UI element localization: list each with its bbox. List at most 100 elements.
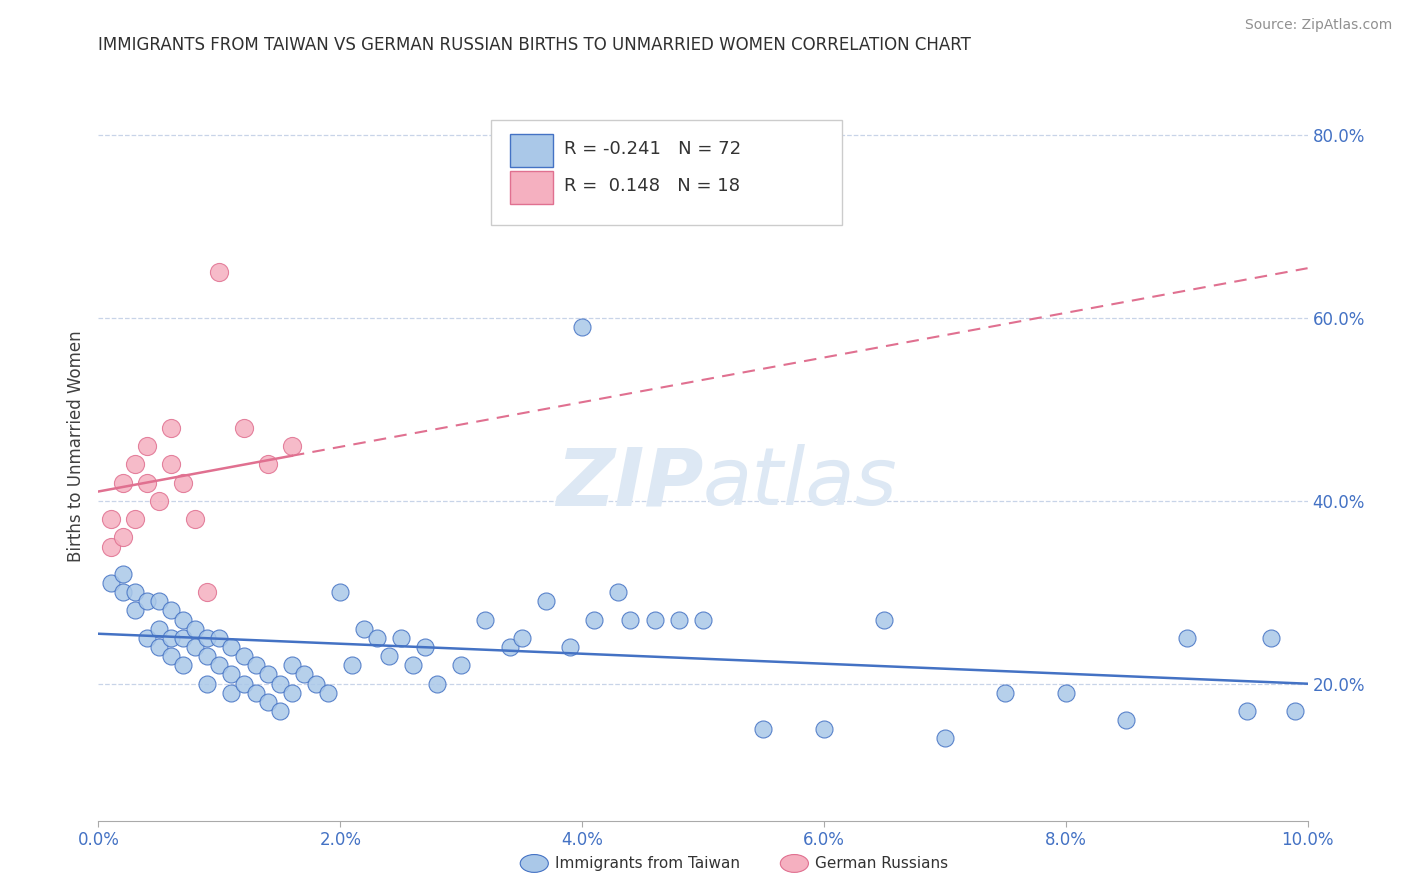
Point [172, 613, 194, 627]
Point [813, 723, 835, 737]
Point [607, 585, 630, 599]
Text: Source: ZipAtlas.com: Source: ZipAtlas.com [1244, 18, 1392, 32]
Point [245, 658, 267, 673]
Point [558, 640, 581, 654]
Point [281, 439, 304, 453]
Point [873, 613, 896, 627]
Point [752, 723, 775, 737]
Point [377, 649, 399, 664]
Point [353, 622, 375, 636]
Point [172, 658, 194, 673]
Point [100, 540, 122, 554]
Point [474, 613, 496, 627]
Point [692, 613, 714, 627]
Point [124, 457, 146, 471]
Point [1260, 631, 1282, 645]
Point [160, 649, 183, 664]
Point [160, 421, 183, 435]
Point [124, 603, 146, 617]
Point [124, 512, 146, 526]
Point [305, 676, 328, 690]
Point [1284, 704, 1306, 718]
Point [160, 603, 183, 617]
FancyBboxPatch shape [492, 120, 842, 225]
Point [148, 493, 170, 508]
Point [402, 658, 425, 673]
Point [195, 631, 218, 645]
Point [232, 676, 254, 690]
Point [571, 320, 593, 334]
Text: Immigrants from Taiwan: Immigrants from Taiwan [555, 856, 741, 871]
Point [413, 640, 436, 654]
Point [135, 631, 157, 645]
Point [160, 631, 183, 645]
Point [256, 695, 278, 709]
Point [256, 667, 278, 681]
Point [583, 613, 606, 627]
Text: R = -0.241   N = 72: R = -0.241 N = 72 [564, 139, 741, 158]
Point [366, 631, 388, 645]
Point [329, 585, 352, 599]
Point [184, 622, 207, 636]
Point [994, 686, 1017, 700]
Y-axis label: Births to Unmarried Women: Births to Unmarried Women [66, 330, 84, 562]
Point [426, 676, 449, 690]
Point [232, 649, 254, 664]
Point [619, 613, 641, 627]
Point [148, 640, 170, 654]
Point [281, 658, 304, 673]
Point [172, 631, 194, 645]
Point [135, 475, 157, 490]
Point [510, 631, 533, 645]
Point [450, 658, 472, 673]
Point [292, 667, 315, 681]
Point [232, 421, 254, 435]
Point [184, 640, 207, 654]
Point [111, 566, 134, 581]
Text: IMMIGRANTS FROM TAIWAN VS GERMAN RUSSIAN BIRTHS TO UNMARRIED WOMEN CORRELATION C: IMMIGRANTS FROM TAIWAN VS GERMAN RUSSIAN… [98, 36, 972, 54]
Point [342, 658, 364, 673]
Point [934, 731, 956, 746]
Point [111, 585, 134, 599]
FancyBboxPatch shape [509, 171, 553, 204]
Point [389, 631, 412, 645]
Point [208, 631, 231, 645]
Point [644, 613, 666, 627]
Point [172, 475, 194, 490]
Point [160, 457, 183, 471]
Point [1236, 704, 1258, 718]
Point [148, 622, 170, 636]
Point [100, 512, 122, 526]
Point [498, 640, 520, 654]
Point [269, 704, 291, 718]
Point [534, 594, 557, 608]
Point [1175, 631, 1198, 645]
Point [195, 676, 218, 690]
Point [256, 457, 278, 471]
Point [269, 676, 291, 690]
Point [1115, 713, 1137, 727]
Text: ZIP: ZIP [555, 444, 703, 523]
Point [1054, 686, 1077, 700]
Point [221, 640, 243, 654]
Point [668, 613, 690, 627]
Point [184, 512, 207, 526]
Point [135, 594, 157, 608]
Point [124, 585, 146, 599]
Point [208, 265, 231, 279]
Point [316, 686, 339, 700]
Point [195, 585, 218, 599]
Point [111, 475, 134, 490]
Point [195, 649, 218, 664]
Point [148, 594, 170, 608]
Point [100, 576, 122, 591]
Text: atlas: atlas [703, 444, 898, 523]
FancyBboxPatch shape [509, 134, 553, 167]
Point [281, 686, 304, 700]
Point [111, 530, 134, 544]
Text: R =  0.148   N = 18: R = 0.148 N = 18 [564, 177, 740, 195]
Text: German Russians: German Russians [815, 856, 949, 871]
Point [135, 439, 157, 453]
Point [208, 658, 231, 673]
Point [245, 686, 267, 700]
